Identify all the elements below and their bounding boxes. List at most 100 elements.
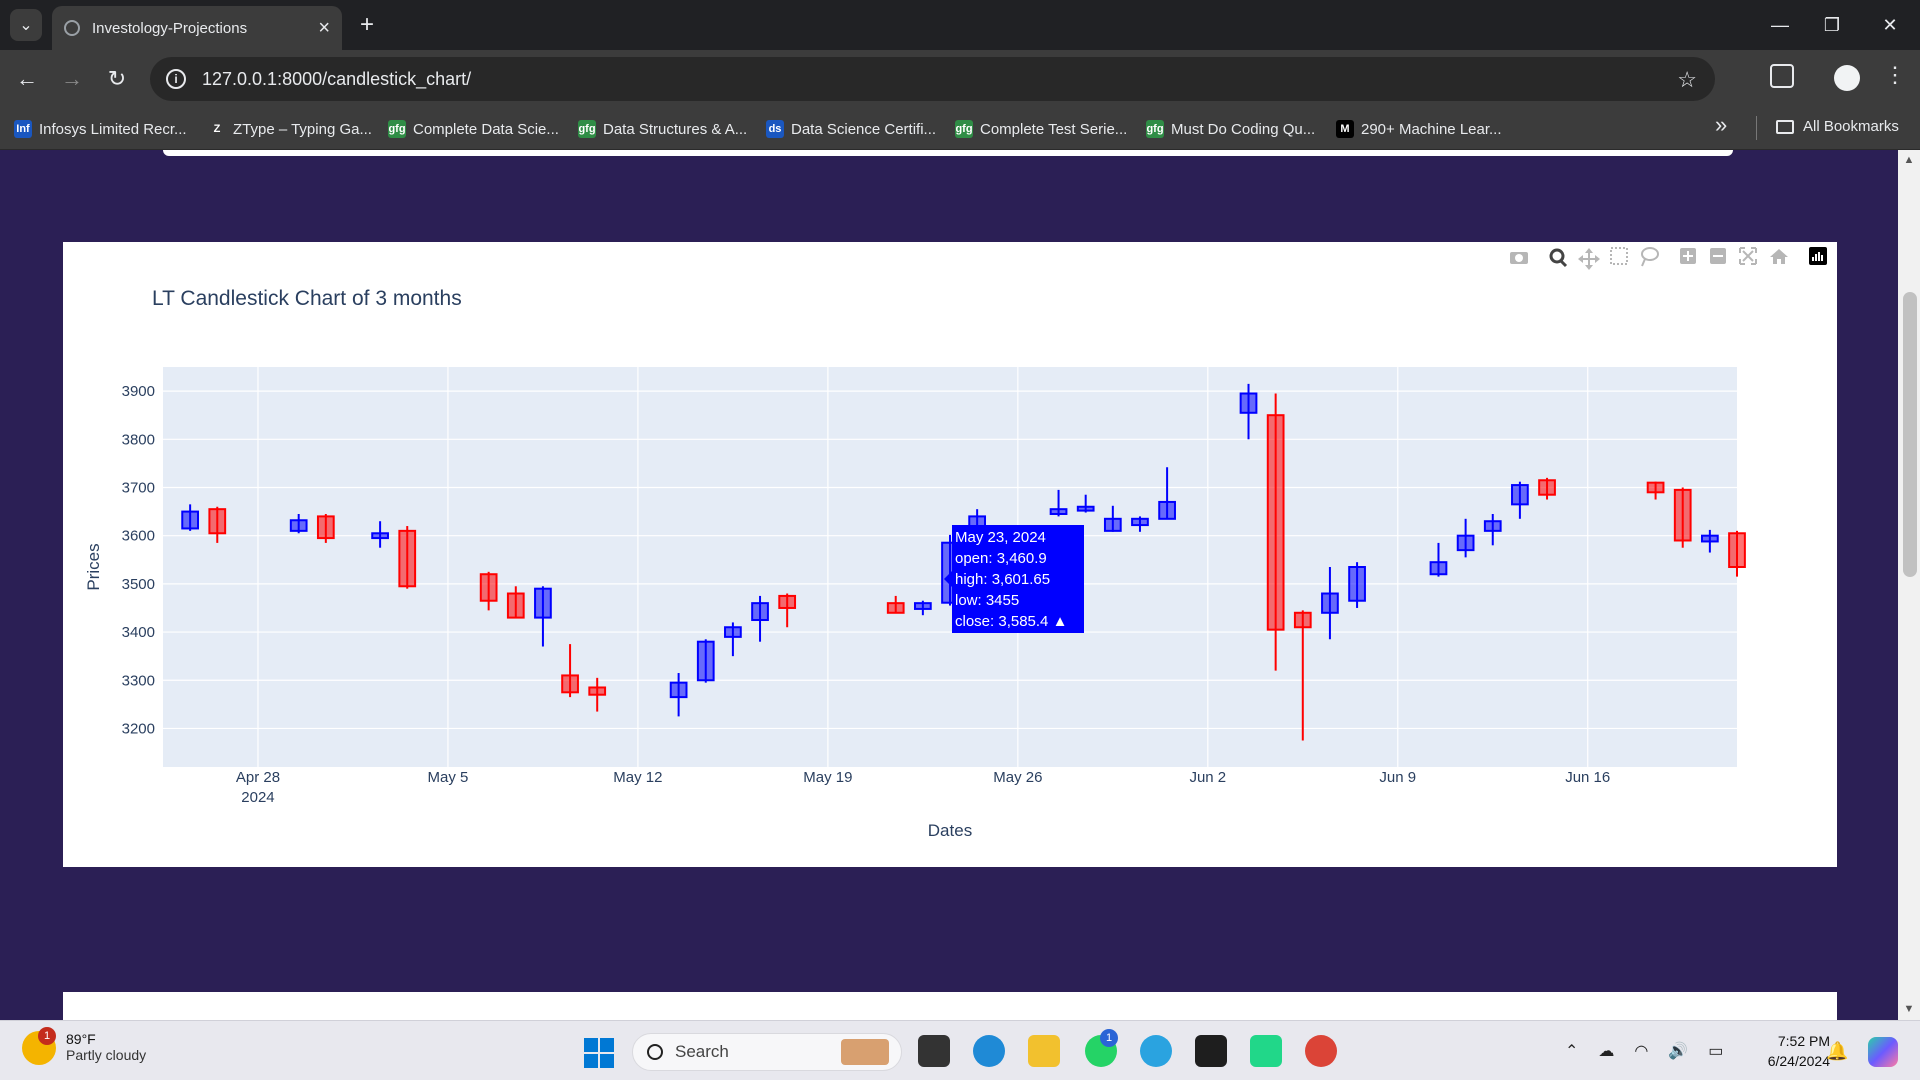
bookmark-star-icon[interactable]: ☆ — [1677, 67, 1697, 92]
candle-body[interactable] — [316, 515, 335, 540]
clock[interactable]: 7:52 PM 6/24/2024 — [1742, 1031, 1830, 1071]
chrome-icon[interactable] — [1305, 1035, 1337, 1067]
candle-body[interactable] — [1429, 561, 1448, 576]
candlestick-chart[interactable]: 3200 3300 3400 3500 3600 3700 3800 3900 Apr 28 2… — [0, 0, 1920, 1020]
scroll-up-icon[interactable]: ▲ — [1903, 154, 1915, 166]
scroll-thumb[interactable] — [1903, 292, 1917, 577]
candle[interactable] — [1266, 393, 1285, 671]
restore-icon[interactable]: ❐ — [1823, 15, 1841, 35]
candle-body[interactable] — [208, 508, 227, 535]
start-button[interactable] — [584, 1038, 614, 1068]
zoom-in-icon[interactable] — [1680, 248, 1696, 264]
bookmark-item[interactable]: M 290+ Machine Lear... — [1336, 118, 1502, 140]
close-icon[interactable]: × — [318, 17, 330, 39]
file-explorer-icon[interactable] — [1028, 1035, 1060, 1067]
candle[interactable] — [1348, 562, 1366, 608]
candle-body[interactable] — [1049, 508, 1068, 515]
candle-body[interactable] — [1511, 484, 1529, 506]
pycharm-icon[interactable] — [1250, 1035, 1282, 1067]
more-bookmarks-icon[interactable]: » — [1715, 112, 1728, 137]
battery-icon[interactable]: ▭ — [1708, 1043, 1724, 1060]
bookmark-item[interactable]: gfg Must Do Coding Qu... — [1146, 118, 1315, 140]
candle[interactable] — [751, 595, 769, 642]
candle-body[interactable] — [669, 681, 688, 699]
candle-body[interactable] — [1456, 534, 1475, 552]
candle[interactable] — [886, 595, 905, 614]
telegram-icon[interactable] — [1140, 1035, 1172, 1067]
page-scrollbar[interactable] — [1898, 150, 1920, 1020]
candle-body[interactable] — [1538, 479, 1556, 496]
volume-icon[interactable]: 🔊 — [1668, 1043, 1689, 1060]
minimize-icon[interactable]: — — [1771, 15, 1789, 35]
candle-body[interactable] — [1728, 532, 1746, 569]
site-info-icon[interactable]: i — [166, 69, 186, 89]
candles[interactable] — [181, 383, 1746, 741]
candle-body[interactable] — [398, 529, 417, 588]
candle-body[interactable] — [289, 519, 308, 532]
back-icon[interactable]: ← — [16, 66, 38, 91]
onedrive-icon[interactable]: ☁ — [1598, 1043, 1615, 1060]
candle-body[interactable] — [1131, 517, 1149, 527]
extensions-icon[interactable] — [1770, 64, 1794, 88]
candle-body[interactable] — [181, 510, 200, 530]
candle-body[interactable] — [479, 573, 498, 602]
candle[interactable] — [1511, 481, 1529, 519]
candle-body[interactable] — [1076, 505, 1095, 512]
weather-widget[interactable]: 1 89°F Partly cloudy — [22, 1027, 146, 1065]
candle[interactable] — [1538, 477, 1556, 500]
candle-body[interactable] — [534, 587, 552, 619]
terminal-icon[interactable] — [1195, 1035, 1227, 1067]
candle[interactable] — [1728, 530, 1746, 577]
candle-body[interactable] — [588, 686, 607, 696]
candle-body[interactable] — [696, 640, 715, 682]
candle[interactable] — [913, 600, 932, 616]
bookmark-item[interactable]: gfg Complete Test Serie... — [955, 118, 1127, 140]
candle[interactable] — [724, 622, 742, 657]
candle[interactable] — [289, 513, 308, 534]
edge-icon[interactable] — [973, 1035, 1005, 1067]
candle-body[interactable] — [1239, 392, 1258, 414]
taskbar-search[interactable]: Search — [632, 1033, 902, 1071]
candle[interactable] — [1700, 529, 1719, 553]
candle[interactable] — [561, 644, 579, 698]
candle[interactable] — [208, 506, 227, 543]
candle-body[interactable] — [1266, 414, 1285, 631]
tab-investology[interactable]: Investology-Projections × — [52, 6, 342, 50]
candle[interactable] — [588, 677, 607, 712]
candle[interactable] — [534, 586, 552, 647]
url-text[interactable]: 127.0.0.1:8000/candlestick_chart/ — [202, 68, 472, 89]
candle[interactable] — [479, 571, 498, 611]
candle-body[interactable] — [913, 602, 932, 610]
zoom-icon[interactable] — [1549, 248, 1568, 268]
candle[interactable] — [506, 586, 525, 619]
candle[interactable] — [1646, 481, 1665, 500]
candle[interactable] — [1158, 467, 1176, 520]
candle[interactable] — [398, 526, 417, 589]
candle[interactable] — [1321, 567, 1339, 640]
candle[interactable] — [1456, 518, 1475, 558]
bookmark-item[interactable]: gfg Data Structures & A... — [578, 118, 747, 140]
box-select-icon[interactable] — [1610, 247, 1628, 265]
candle-body[interactable] — [371, 532, 389, 540]
task-view-icon[interactable] — [918, 1035, 950, 1067]
candle-body[interactable] — [561, 674, 579, 694]
candle-body[interactable] — [1321, 592, 1339, 614]
plotly-logo-icon[interactable] — [1809, 247, 1827, 265]
candle[interactable] — [371, 521, 389, 548]
candle[interactable] — [669, 673, 688, 717]
copilot-icon[interactable] — [1868, 1037, 1898, 1067]
candle-body[interactable] — [778, 594, 797, 609]
candle[interactable] — [1293, 610, 1312, 741]
reset-axes-icon[interactable] — [1770, 249, 1788, 264]
new-tab-button[interactable]: + — [359, 11, 374, 38]
address-bar[interactable]: i 127.0.0.1:8000/candlestick_chart/ ☆ — [150, 57, 1715, 101]
candle[interactable] — [1076, 494, 1095, 513]
bookmark-item[interactable]: Z ZType – Typing Ga... — [208, 118, 372, 140]
avatar[interactable] — [1834, 65, 1860, 91]
candle-body[interactable] — [1158, 500, 1176, 520]
candle-body[interactable] — [1646, 481, 1665, 494]
menu-icon[interactable]: ⋮ — [1884, 62, 1906, 87]
camera-icon[interactable] — [1510, 252, 1528, 264]
bookmark-item[interactable]: ds Data Science Certifi... — [766, 118, 936, 140]
candle[interactable] — [181, 504, 200, 531]
